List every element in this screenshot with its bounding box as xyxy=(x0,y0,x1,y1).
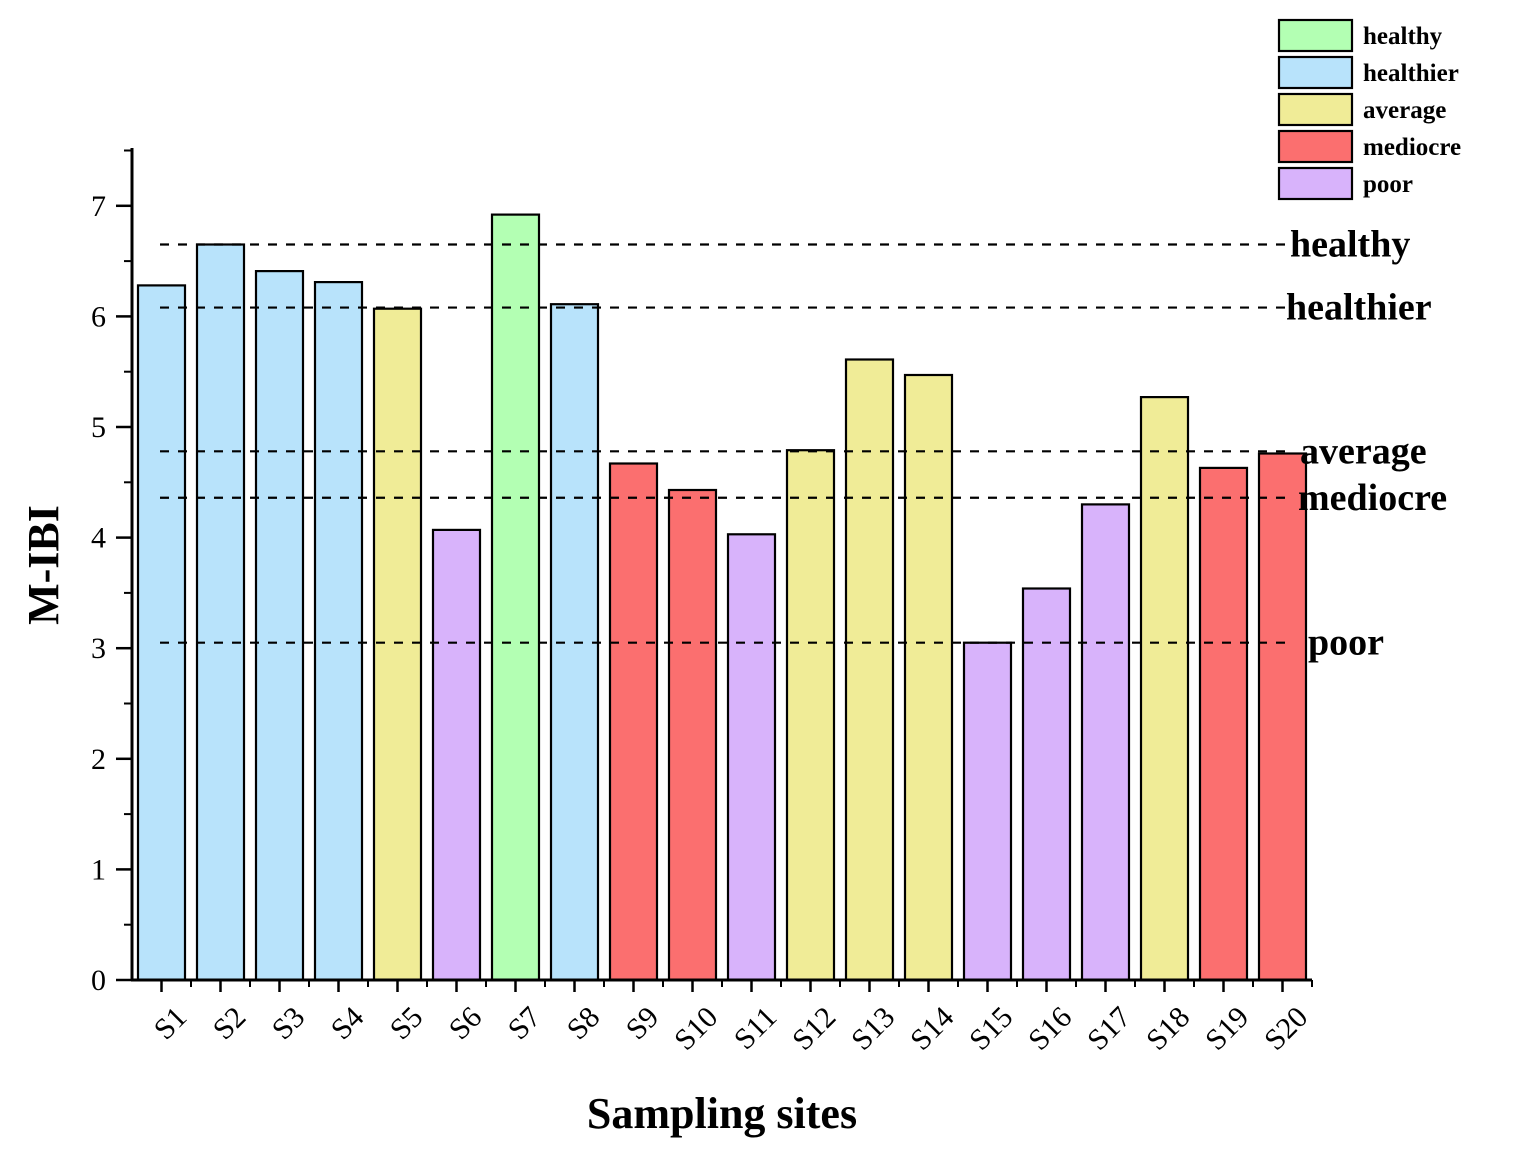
y-tick-label: 0 xyxy=(91,964,106,997)
bar-s11 xyxy=(726,533,777,982)
x-tick-label: S7 xyxy=(502,1000,548,1046)
bar-s14 xyxy=(903,373,954,982)
legend-label-mediocre: mediocre xyxy=(1363,134,1461,161)
y-axis-title: M-IBI xyxy=(19,505,68,625)
x-tick-label: S9 xyxy=(620,1000,666,1046)
bar-s13 xyxy=(844,358,895,982)
y-tick-label: 6 xyxy=(91,300,106,333)
x-tick-label: S4 xyxy=(325,1000,371,1046)
bar-s12 xyxy=(785,449,836,982)
bar-s6 xyxy=(431,528,482,982)
threshold-lines: healthy healthier average mediocre poor xyxy=(160,224,1447,664)
legend-swatch-healthy xyxy=(1277,18,1354,53)
x-tick-label: S18 xyxy=(1140,1000,1196,1056)
y-tick-label: 4 xyxy=(91,522,106,555)
x-tick-label: S17 xyxy=(1081,1000,1137,1056)
legend-label-average: average xyxy=(1363,97,1446,124)
x-tick-label: S1 xyxy=(148,1000,194,1046)
bar-s1 xyxy=(136,284,187,982)
x-tick-label: S5 xyxy=(384,1000,430,1046)
legend-swatch-poor xyxy=(1277,166,1354,201)
bar-s3 xyxy=(254,270,305,982)
x-tick-label: S20 xyxy=(1258,1000,1314,1056)
y-tick-label: 2 xyxy=(91,743,106,776)
bar-s4 xyxy=(313,281,364,982)
x-tick-label: S8 xyxy=(561,1000,607,1046)
legend-label-poor: poor xyxy=(1363,171,1413,198)
x-tick-label: S15 xyxy=(963,1000,1019,1056)
threshold-label-healthy: healthy xyxy=(1290,224,1410,266)
legend-swatch-mediocre xyxy=(1277,129,1354,164)
bar-s15 xyxy=(962,641,1013,982)
y-tick-label: 5 xyxy=(91,411,106,444)
x-axis-title: Sampling sites xyxy=(587,1089,857,1138)
x-tick-label: S3 xyxy=(266,1000,312,1046)
x-tick-label: S11 xyxy=(728,1000,784,1056)
legend-swatch-average xyxy=(1277,92,1354,127)
x-tick-label: S12 xyxy=(786,1000,842,1056)
threshold-label-mediocre: mediocre xyxy=(1298,477,1447,519)
legend-label-healthier: healthier xyxy=(1363,60,1459,87)
threshold-label-poor: poor xyxy=(1308,622,1384,664)
bar-s16 xyxy=(1021,587,1072,982)
y-tick-label: 3 xyxy=(91,632,106,665)
legend-swatch-healthier xyxy=(1277,55,1354,90)
x-tick-label: S6 xyxy=(443,1000,489,1046)
legend-label-healthy: healthy xyxy=(1363,23,1443,50)
x-tick-label: S2 xyxy=(207,1000,253,1046)
bar-s17 xyxy=(1080,503,1131,982)
y-tick-label: 7 xyxy=(91,190,106,223)
bar-s9 xyxy=(608,462,659,982)
bar-s5 xyxy=(372,307,423,982)
x-tick-label: S13 xyxy=(845,1000,901,1056)
bar-s7 xyxy=(490,213,541,982)
bar-s19 xyxy=(1198,466,1249,982)
x-tick-label: S14 xyxy=(904,1000,960,1056)
threshold-label-average: average xyxy=(1300,430,1427,472)
x-tick-label: S19 xyxy=(1199,1000,1255,1056)
x-tick-label: S10 xyxy=(668,1000,724,1056)
y-tick-label: 1 xyxy=(91,853,106,886)
bars xyxy=(136,213,1308,982)
bar-s2 xyxy=(195,243,246,982)
bar-s18 xyxy=(1139,396,1190,982)
threshold-label-healthier: healthier xyxy=(1286,287,1432,329)
x-tick-label: S16 xyxy=(1022,1000,1078,1056)
legend: healthy healthier average mediocre poor xyxy=(1277,18,1461,201)
bar-s10 xyxy=(667,488,718,982)
bar-s20 xyxy=(1257,452,1308,982)
